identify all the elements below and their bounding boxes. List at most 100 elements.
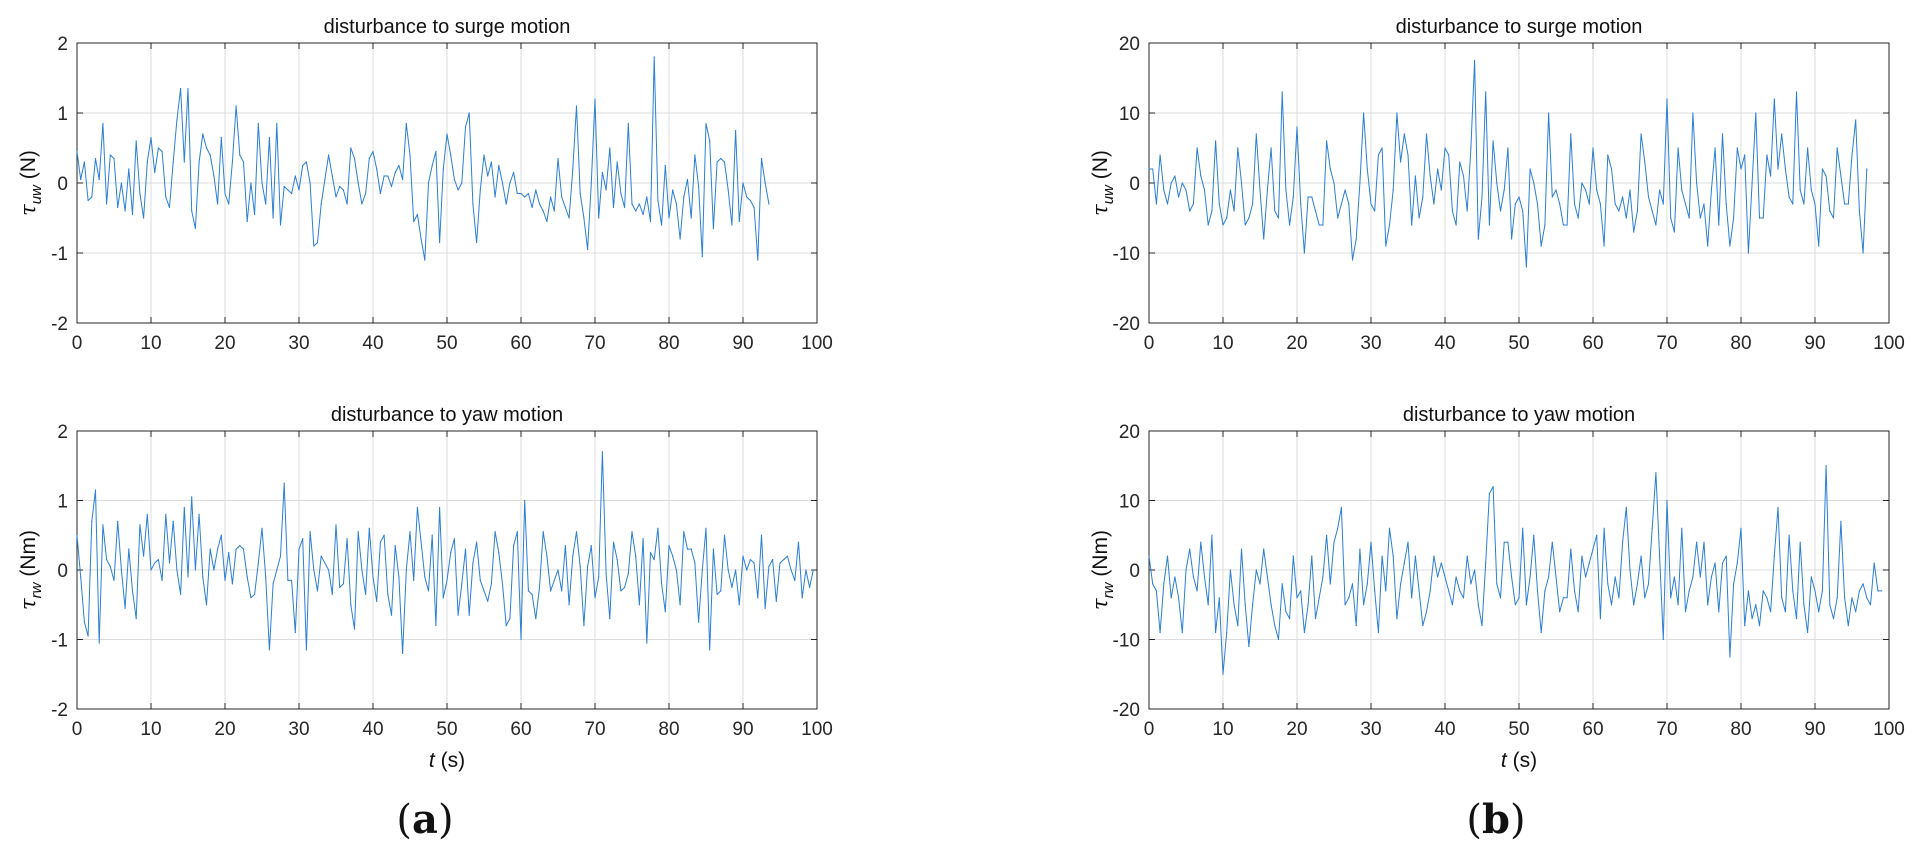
data-point [1714, 147, 1716, 149]
data-point [165, 513, 167, 516]
data-point [235, 105, 237, 107]
data-point [394, 545, 396, 547]
data-point [431, 164, 433, 167]
data-point [1599, 618, 1601, 620]
data-point [361, 203, 363, 205]
data-point [165, 196, 167, 198]
data-point [1588, 562, 1590, 564]
x-tick-label: 80 [1730, 719, 1751, 740]
data-point [1292, 555, 1294, 557]
data-point [80, 576, 82, 578]
data-point [1647, 196, 1650, 198]
data-point [1773, 98, 1775, 100]
x-tick-label: 40 [362, 333, 383, 354]
data-point [242, 548, 245, 550]
data-point [1844, 203, 1846, 205]
data-point [1696, 182, 1698, 184]
data-point [768, 203, 770, 205]
data-point [1866, 168, 1868, 170]
y-axis-label-unit: (N) [17, 150, 40, 185]
data-point [1799, 541, 1801, 543]
data-point [1259, 189, 1261, 191]
data-point [250, 182, 252, 184]
data-point [1311, 555, 1313, 557]
data-point [746, 569, 748, 571]
data-point [1814, 590, 1816, 592]
data-point [731, 224, 733, 226]
data-point [1647, 583, 1650, 585]
data-point [472, 203, 474, 205]
data-point [1577, 217, 1579, 219]
x-tick-label: 0 [1144, 719, 1155, 740]
data-point [1729, 656, 1731, 658]
data-point [698, 185, 700, 188]
y-axis-label-unit: (Nm) [1089, 530, 1112, 582]
data-point [146, 513, 148, 516]
data-point [120, 569, 122, 571]
data-point [1525, 604, 1527, 606]
data-point [468, 112, 470, 114]
data-point [709, 140, 711, 142]
y-tick-label: 20 [1119, 422, 1140, 443]
data-point [620, 192, 622, 195]
data-point [1766, 597, 1768, 599]
data-point [457, 189, 459, 191]
data-point [1481, 196, 1483, 198]
data-point [1333, 541, 1335, 543]
data-point [1277, 638, 1280, 641]
data-point [764, 182, 766, 184]
data-point [1718, 611, 1720, 613]
data-point [376, 600, 378, 602]
data-point [1281, 91, 1283, 93]
data-point [1178, 196, 1180, 198]
series-points-0 [1148, 59, 1868, 268]
data-point [1551, 196, 1553, 198]
y-axis-label-symbol: τ [1088, 598, 1112, 610]
data-point [139, 192, 141, 195]
data-point [131, 590, 134, 592]
data-point [542, 531, 544, 533]
data-point [535, 618, 537, 620]
data-point [254, 593, 256, 595]
data-point [1666, 499, 1668, 502]
data-point [583, 217, 585, 219]
data-point [320, 203, 322, 205]
data-point [390, 185, 393, 188]
data-point [1396, 618, 1398, 620]
data-point [653, 56, 655, 58]
y-axis-label-symbol: τ [1088, 204, 1112, 216]
data-point [350, 604, 352, 606]
data-point [642, 213, 644, 216]
x-tick-label: 90 [732, 719, 753, 740]
data-point [335, 524, 337, 526]
data-point [1307, 604, 1309, 606]
data-point [1422, 196, 1424, 198]
x-tick-label: 20 [214, 333, 235, 354]
data-point [1381, 555, 1383, 557]
data-point [701, 569, 703, 571]
x-tick-label: 60 [510, 719, 531, 740]
data-point [213, 569, 215, 571]
data-point [1433, 203, 1435, 205]
series-line-0 [76, 56, 770, 261]
x-tick-label: 0 [72, 333, 83, 354]
data-point [1455, 576, 1457, 578]
data-point [365, 192, 367, 195]
data-point [1881, 590, 1883, 592]
data-point [450, 552, 452, 554]
data-point [1592, 147, 1594, 149]
y-axis-label: τrw (Nm) [1088, 530, 1117, 610]
data-point [1466, 555, 1468, 557]
data-point [205, 604, 208, 606]
data-point [279, 224, 282, 226]
data-point [424, 259, 426, 261]
data-point [1296, 126, 1298, 128]
data-point [1795, 91, 1798, 93]
data-point [1855, 119, 1857, 121]
data-point [701, 255, 703, 258]
data-point [1629, 189, 1631, 191]
data-point [106, 203, 108, 205]
x-tick-label: 30 [1360, 333, 1381, 354]
data-point [483, 590, 485, 592]
